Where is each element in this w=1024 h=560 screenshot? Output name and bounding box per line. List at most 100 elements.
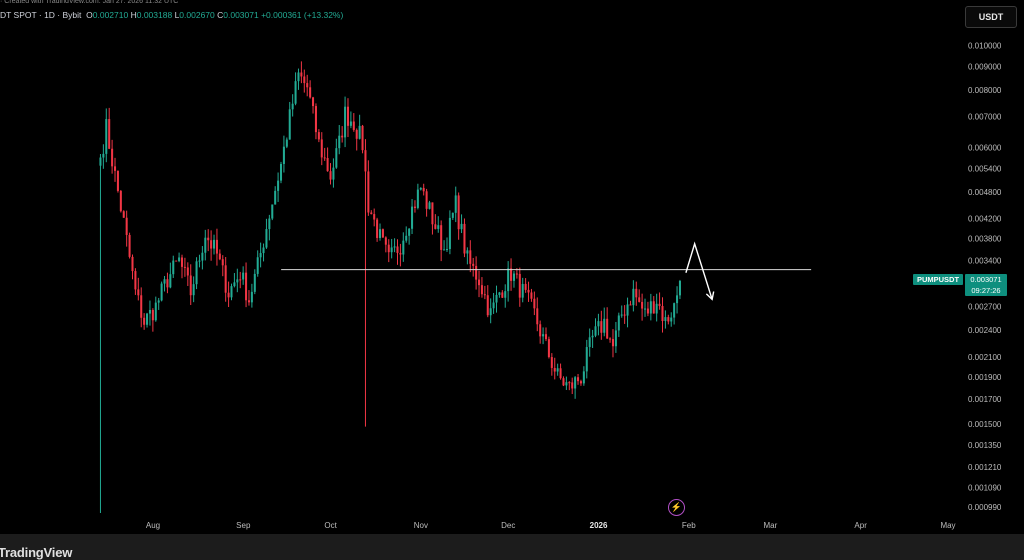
candle-body	[510, 268, 513, 281]
candle-body	[600, 321, 603, 333]
candle-body	[664, 317, 667, 321]
candle-body	[215, 239, 218, 254]
candle-body	[524, 283, 527, 290]
candle-body	[128, 234, 131, 257]
candle-body	[504, 291, 507, 298]
candle-body	[475, 265, 478, 280]
candle-body	[317, 132, 320, 140]
time-axis[interactable]: Aug Sep Oct Nov Dec 2026 Feb Mar Apr May	[146, 521, 956, 530]
price-tick-label: 0.002700	[968, 303, 1002, 312]
time-tick-label: Apr	[854, 521, 867, 530]
price-tick-label: 0.001700	[968, 395, 1002, 404]
candle-body	[411, 206, 414, 229]
candle-body	[224, 265, 227, 293]
candle-body	[218, 253, 221, 260]
candle-body	[431, 202, 434, 225]
candle-body	[620, 314, 623, 316]
candle-body	[577, 377, 580, 382]
candle-body	[242, 272, 245, 280]
candle-body	[146, 313, 149, 325]
candle-body	[559, 368, 562, 379]
candle-body	[539, 324, 542, 337]
candle-body	[571, 382, 574, 389]
candle-body	[116, 170, 119, 191]
candle-body	[480, 285, 483, 295]
candle-body	[102, 153, 105, 158]
candle-body	[609, 338, 612, 340]
candle-body	[646, 308, 649, 314]
candle-body	[312, 97, 315, 107]
candle-body	[198, 260, 201, 262]
candle-body	[638, 297, 641, 302]
candle-body	[393, 246, 396, 248]
candle-body	[332, 167, 335, 180]
symbol-label[interactable]: DT SPOT · 1D · Bybit	[0, 10, 82, 20]
candle-body	[210, 240, 213, 249]
candle-body	[137, 289, 140, 296]
candle-body	[530, 292, 533, 299]
candle-body	[166, 279, 169, 288]
candle-body	[658, 303, 661, 307]
candle-body	[463, 223, 466, 254]
price-tick-label: 0.002400	[968, 326, 1002, 335]
candle-body	[134, 271, 137, 290]
candle-body	[588, 337, 591, 348]
last-price-tag: 0.003071 09:27:26	[965, 274, 1007, 296]
candle-body	[277, 180, 280, 191]
price-tick-label: 0.010000	[968, 41, 1002, 50]
candle-body	[649, 301, 652, 314]
candle-body	[268, 218, 271, 230]
projection-arrow[interactable]	[685, 241, 715, 301]
candle-body	[652, 301, 655, 314]
candle-body	[213, 239, 216, 249]
candle-body	[143, 317, 146, 325]
candle-body	[113, 166, 117, 171]
arrow-head	[705, 291, 715, 301]
price-tick-label: 0.001090	[968, 484, 1002, 493]
candle-body	[544, 334, 548, 340]
candle-body	[536, 308, 539, 325]
candle-body	[370, 212, 373, 215]
price-tick-label: 0.005400	[968, 164, 1002, 173]
candle-body	[574, 377, 577, 389]
candle-body	[175, 260, 178, 262]
candle-body	[629, 304, 632, 306]
candle-body	[183, 266, 186, 268]
price-tick-label: 0.008000	[968, 86, 1002, 95]
candle-body	[262, 247, 265, 254]
candle-body	[469, 250, 472, 264]
price-tick-label: 0.001900	[968, 373, 1002, 382]
candle-body	[247, 300, 250, 303]
lightning-icon[interactable]: ⚡	[668, 499, 685, 516]
time-tick-label: 2026	[590, 521, 608, 530]
candle-body	[105, 119, 108, 154]
candle-body	[416, 189, 419, 208]
open-label: O	[86, 10, 93, 20]
candle-body	[670, 317, 673, 322]
candle-body	[641, 301, 644, 309]
candle-body	[282, 146, 285, 164]
candle-body	[419, 187, 422, 190]
candle-body	[169, 274, 172, 288]
price-tick-label: 0.003800	[968, 234, 1002, 243]
candle-body	[489, 308, 492, 316]
candle-body	[111, 148, 114, 167]
price-tick-label: 0.007000	[968, 113, 1002, 122]
candle-body	[492, 302, 495, 309]
candle-body	[617, 315, 620, 331]
candle-body	[207, 237, 210, 241]
candle-body	[553, 367, 556, 372]
price-tick-label: 0.001500	[968, 420, 1002, 429]
candle-body	[565, 382, 568, 386]
candle-body	[294, 81, 297, 104]
high-label: H	[130, 10, 137, 20]
candle-body	[352, 121, 355, 130]
candle-body	[676, 295, 679, 304]
time-tick-label: Feb	[682, 521, 696, 530]
candle-body	[119, 190, 122, 212]
candle-body	[297, 72, 300, 82]
candle-body	[451, 212, 454, 218]
candle-body	[306, 83, 309, 88]
currency-button[interactable]: USDT	[965, 6, 1017, 28]
